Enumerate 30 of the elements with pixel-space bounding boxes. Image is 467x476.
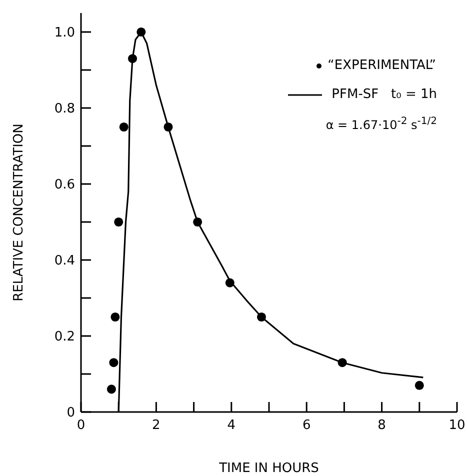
legend-label: “EXPERIMENTAL”: [328, 58, 436, 73]
point: [110, 312, 120, 322]
point: [106, 384, 116, 394]
point: [338, 358, 347, 368]
y-tick-label: 0.4: [54, 254, 75, 269]
x-tick-label: 2: [152, 418, 160, 434]
point: [225, 278, 234, 288]
point: [193, 217, 202, 227]
point: [114, 217, 124, 227]
y-tick-label: 0: [66, 406, 75, 421]
point: [256, 312, 266, 322]
x-tick-label: 10: [448, 418, 466, 434]
point: [414, 380, 424, 390]
point: [164, 122, 173, 132]
x-axis-title: TIME IN HOURS: [218, 461, 319, 476]
x-tick-label: 8: [378, 418, 386, 434]
x-tick-label: 4: [227, 418, 236, 434]
x-tick-label: 0: [76, 418, 86, 434]
point: [119, 122, 128, 132]
annotation: α = 1.67·10$^{-2}$ s$^{-1/2}$: [324, 116, 437, 132]
legend-label: PFM-SF t₀ = 1h: [332, 87, 437, 102]
y-tick-label: 0.2: [54, 330, 75, 345]
x-tick-label: 6: [302, 418, 311, 434]
point: [128, 54, 138, 64]
y-tick-label: 1.0: [54, 26, 75, 41]
y-axis-title: RELATIVE CONCENTRATION: [12, 124, 27, 302]
point: [136, 27, 146, 37]
y-tick-label: 0.8: [54, 102, 75, 117]
y-tick-label: 0.6: [54, 178, 75, 193]
point: [109, 358, 118, 368]
